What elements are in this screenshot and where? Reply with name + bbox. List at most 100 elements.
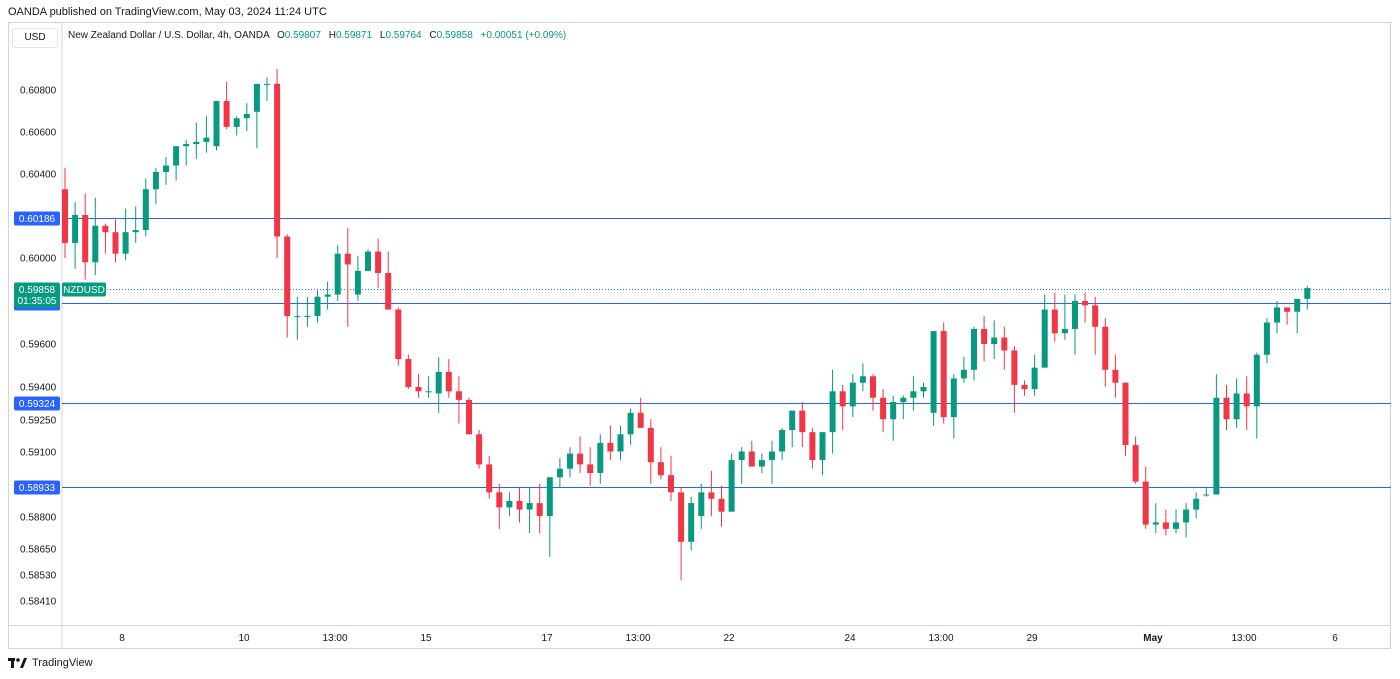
candle[interactable]	[981, 316, 988, 362]
candle[interactable]	[1223, 384, 1230, 430]
candle[interactable]	[627, 408, 634, 446]
candle[interactable]	[1243, 376, 1250, 430]
candle[interactable]	[1122, 382, 1129, 456]
candle[interactable]	[1213, 374, 1220, 495]
candle[interactable]	[62, 167, 68, 258]
candle[interactable]	[82, 193, 89, 280]
candle[interactable]	[738, 447, 745, 484]
candle[interactable]	[304, 296, 311, 327]
candle[interactable]	[1203, 488, 1210, 497]
candle[interactable]	[1112, 354, 1119, 398]
candle[interactable]	[546, 477, 553, 557]
candle[interactable]	[203, 116, 210, 153]
candle[interactable]	[233, 116, 240, 136]
candle[interactable]	[122, 208, 129, 261]
candle[interactable]	[264, 77, 270, 102]
candle[interactable]	[748, 440, 755, 467]
candle[interactable]	[183, 139, 190, 166]
candle[interactable]	[152, 167, 159, 205]
candle[interactable]	[607, 425, 614, 461]
candle[interactable]	[577, 436, 584, 473]
candle[interactable]	[163, 156, 169, 185]
candle[interactable]	[758, 453, 765, 473]
candle[interactable]	[1304, 285, 1311, 310]
candle[interactable]	[213, 101, 220, 151]
candle[interactable]	[567, 447, 573, 478]
candle[interactable]	[405, 354, 412, 390]
candle[interactable]	[809, 427, 816, 469]
horizontal-levels[interactable]	[62, 218, 1391, 488]
candle[interactable]	[1001, 326, 1008, 370]
candle[interactable]	[435, 356, 442, 413]
candle[interactable]	[718, 485, 725, 527]
candle[interactable]	[728, 453, 735, 512]
candle[interactable]	[92, 197, 99, 276]
candle[interactable]	[1173, 509, 1179, 534]
candle[interactable]	[668, 455, 674, 501]
candle[interactable]	[1274, 301, 1280, 334]
candle[interactable]	[587, 447, 594, 486]
candle[interactable]	[455, 376, 462, 424]
candle[interactable]	[385, 251, 392, 310]
candle[interactable]	[789, 410, 796, 448]
candle[interactable]	[1061, 294, 1068, 340]
candle[interactable]	[880, 389, 887, 433]
candle[interactable]	[324, 281, 331, 310]
candle[interactable]	[1011, 346, 1018, 413]
candle[interactable]	[1253, 352, 1260, 439]
candle[interactable]	[334, 245, 341, 301]
candle[interactable]	[870, 374, 876, 411]
candle[interactable]	[617, 425, 624, 461]
candle[interactable]	[1092, 296, 1099, 355]
candle[interactable]	[839, 384, 846, 430]
candle[interactable]	[1142, 466, 1149, 529]
candle[interactable]	[365, 249, 371, 271]
candle[interactable]	[1031, 354, 1038, 396]
candle[interactable]	[930, 331, 937, 426]
candle[interactable]	[1162, 509, 1169, 536]
candle[interactable]	[859, 363, 866, 392]
candle[interactable]	[344, 227, 351, 327]
candle[interactable]	[1294, 298, 1301, 334]
candle[interactable]	[678, 488, 685, 581]
candle[interactable]	[940, 322, 947, 424]
candle[interactable]	[779, 427, 786, 461]
candle[interactable]	[294, 296, 301, 340]
candle[interactable]	[425, 376, 432, 398]
candle[interactable]	[708, 470, 715, 516]
candle[interactable]	[253, 83, 260, 149]
candle[interactable]	[445, 359, 452, 398]
candle[interactable]	[1082, 292, 1089, 323]
candle[interactable]	[142, 178, 149, 237]
candle[interactable]	[1021, 380, 1028, 396]
candle[interactable]	[1072, 294, 1078, 355]
candle[interactable]	[971, 326, 977, 381]
candle[interactable]	[1183, 503, 1190, 538]
candle[interactable]	[223, 81, 230, 129]
candle[interactable]	[910, 376, 917, 411]
candle[interactable]	[799, 402, 806, 448]
candle[interactable]	[890, 395, 897, 441]
candle[interactable]	[920, 382, 927, 398]
candle[interactable]	[274, 68, 281, 258]
candle[interactable]	[132, 206, 139, 243]
candle[interactable]	[314, 290, 321, 323]
currency-button[interactable]: USD	[12, 28, 58, 48]
candle[interactable]	[1193, 492, 1200, 519]
candle[interactable]	[647, 419, 654, 484]
candle[interactable]	[819, 432, 826, 476]
candle[interactable]	[1041, 294, 1048, 368]
candle[interactable]	[688, 496, 695, 551]
candle[interactable]	[526, 488, 533, 534]
candle[interactable]	[991, 320, 998, 360]
time-axis[interactable]: 8 10 13:00 15 17 13:00 22 24 13:00 29 May 13:00 6	[119, 633, 1338, 644]
candle[interactable]	[476, 430, 483, 469]
candle[interactable]	[900, 395, 907, 420]
candle[interactable]	[466, 397, 472, 435]
candle[interactable]	[1152, 503, 1159, 534]
candle[interactable]	[829, 369, 836, 454]
candle[interactable]	[486, 455, 493, 499]
candle[interactable]	[1263, 318, 1270, 364]
candle[interactable]	[395, 307, 402, 366]
